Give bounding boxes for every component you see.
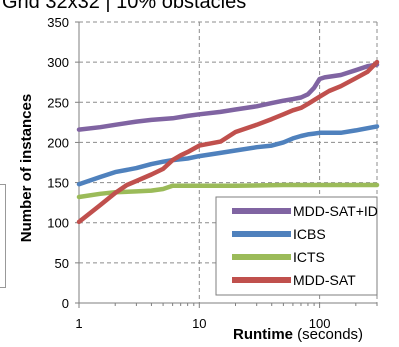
series-line-icbs <box>76 124 380 187</box>
x-axis-label: Runtime (seconds) <box>233 326 363 343</box>
x-tick-label: 1 <box>75 316 82 331</box>
x-tick-label: 100 <box>309 316 331 331</box>
series-lines <box>76 59 380 225</box>
tick-labels: 0 50 100 150 200 250 300 350 1 10 100 <box>47 15 330 331</box>
x-axis-label-unit: (seconds) <box>293 326 363 343</box>
y-axis-label: Number of instances <box>18 94 35 242</box>
y-tick-label: 100 <box>47 216 69 231</box>
x-axis-label-main: Runtime <box>233 326 293 343</box>
y-tick-label: 150 <box>47 176 69 191</box>
series-line-mdd-sat <box>76 59 380 225</box>
x-tick-label: 10 <box>192 316 206 331</box>
chart-title: Grid 32x32 | 10% obstacles <box>2 0 247 13</box>
cropped-panel-fragment <box>0 184 6 288</box>
y-tick-label: 250 <box>47 95 69 110</box>
legend-label-mdd-sat-id: MDD-SAT+ID <box>293 203 378 219</box>
y-tick-label: 300 <box>47 55 69 70</box>
axes <box>75 21 378 308</box>
y-tick-label: 200 <box>47 135 69 150</box>
y-tick-label: 50 <box>55 256 69 271</box>
legend: MDD-SAT+ID ICBS ICTS MDD-SAT <box>215 196 378 296</box>
y-tick-label: 350 <box>47 15 69 30</box>
legend-label-mdd-sat: MDD-SAT <box>293 272 356 288</box>
series-line-mdd-sat-id <box>76 62 380 132</box>
legend-label-icts: ICTS <box>293 249 325 265</box>
y-tick-label: 0 <box>62 296 69 311</box>
legend-label-icbs: ICBS <box>293 226 326 242</box>
